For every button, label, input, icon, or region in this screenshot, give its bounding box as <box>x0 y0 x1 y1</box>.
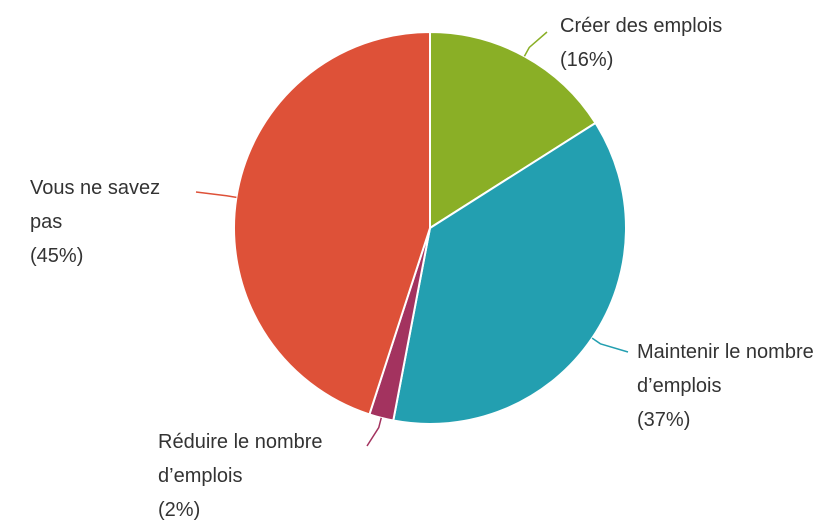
pie-slice <box>233 30 431 416</box>
pie-slice <box>429 30 597 230</box>
leader-line <box>366 417 382 447</box>
pie-slice <box>392 121 627 425</box>
category-label: Créer des emplois <box>560 15 723 37</box>
slice-label: Vous ne savez pas (45%) <box>30 171 195 273</box>
leader-line <box>523 31 548 57</box>
slice-label: Réduire le nombre d’emplois (2%) <box>158 425 363 527</box>
category-label: Vous ne savez pas <box>30 177 161 233</box>
slice-label: Créer des emplois (16%) <box>560 9 820 77</box>
value-label: (16%) <box>560 49 614 71</box>
slice-label: Maintenir le nombre d’emplois (37%) <box>637 335 832 437</box>
leader-line <box>195 191 237 199</box>
category-label: Maintenir le nombre d’emplois <box>637 341 814 397</box>
value-label: (45%) <box>30 245 84 267</box>
leader-line <box>591 337 629 353</box>
value-label: (2%) <box>158 499 201 521</box>
category-label: Réduire le nombre d’emplois <box>158 431 323 487</box>
value-label: (37%) <box>637 409 691 431</box>
